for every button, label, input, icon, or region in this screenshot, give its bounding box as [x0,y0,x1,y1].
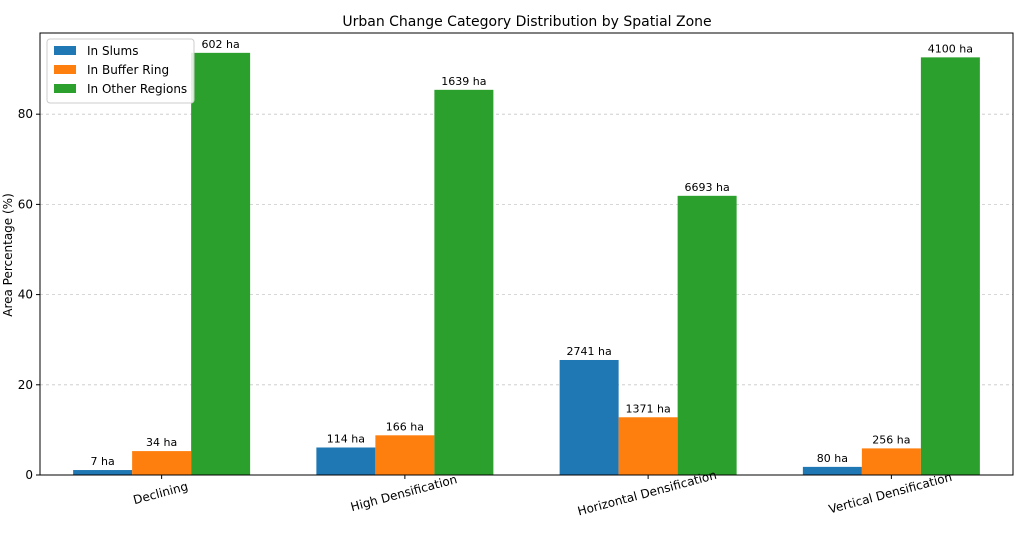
data-label: 166 ha [386,420,424,433]
y-tick-label: 20 [18,378,33,392]
bar-in-slums [316,447,376,475]
chart-title: Urban Change Category Distribution by Sp… [342,14,711,30]
bar-in-other-regions [191,52,251,475]
bar-in-slums [559,359,619,475]
bar-in-other-regions [920,57,980,475]
bar-in-buffer-ring [132,451,192,475]
bar-in-buffer-ring [618,417,678,475]
data-label: 114 ha [327,432,365,445]
grid-lines [40,113,1013,386]
legend-label: In Slums [87,44,138,58]
y-tick-label: 40 [18,288,33,302]
data-label: 2741 ha [567,345,612,358]
data-label: 602 ha [202,38,240,51]
bar-in-other-regions [434,89,494,475]
bar-in-slums [73,470,133,475]
data-label: 6693 ha [685,181,730,194]
plot-frame [39,32,1014,476]
data-label: 80 ha [817,452,848,465]
bars [73,52,980,476]
y-tick-label: 60 [18,197,33,211]
y-ticks: 0 20 40 60 80 [18,107,40,482]
y-tick-label: 80 [18,107,33,121]
legend-box [46,38,195,104]
bar-in-buffer-ring [375,435,435,475]
bar-in-buffer-ring [861,448,921,475]
data-label: 256 ha [872,433,910,446]
bar-in-other-regions [677,195,737,476]
data-label: 1371 ha [626,402,671,415]
data-label: 34 ha [146,436,177,449]
legend-swatch [54,84,76,93]
legend-swatch [54,65,76,74]
x-tick-label: Declining [132,479,190,507]
legend: In Slums In Buffer Ring In Other Regions [46,38,195,104]
legend-swatch [54,46,76,55]
y-axis-label: Area Percentage (%) [1,193,15,317]
data-label: 7 ha [91,455,115,468]
data-label: 1639 ha [441,75,486,88]
legend-label: In Buffer Ring [87,63,169,77]
data-labels: 7 ha 34 ha 602 ha 114 ha 166 ha 1639 ha 2741 h… [91,38,973,468]
y-tick-label: 0 [25,468,33,482]
legend-label: In Other Regions [87,82,187,96]
bar-in-slums [802,466,862,475]
data-label: 4100 ha [928,42,973,55]
x-tick-label: High Densification [349,472,459,514]
x-tick-label: Vertical Densification [827,470,953,516]
